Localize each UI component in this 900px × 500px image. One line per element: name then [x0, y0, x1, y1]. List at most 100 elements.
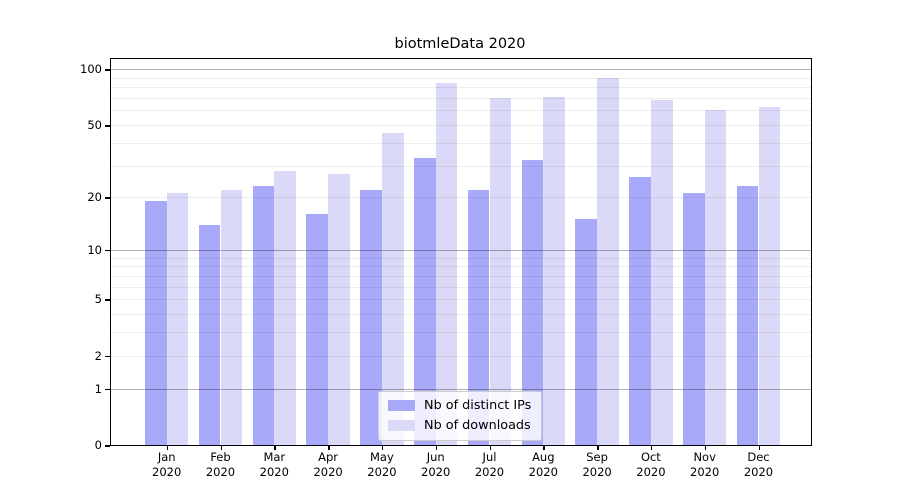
x-tick-mark	[274, 445, 276, 450]
plot-area	[110, 58, 812, 446]
x-tick-label: Jan 2020	[140, 450, 194, 480]
bar-downloads-aug	[543, 96, 565, 445]
x-tick-label-year: 2020	[152, 465, 182, 479]
bar-distinct-ips-feb	[198, 224, 221, 445]
bar-downloads-feb	[220, 189, 243, 445]
x-tick-label: Jun 2020	[409, 450, 463, 480]
x-tick-mark	[597, 445, 599, 450]
y-tick-label: 20	[87, 190, 102, 205]
bar-downloads-jan	[166, 193, 189, 445]
bar-downloads-nov	[704, 110, 727, 445]
x-tick-mark	[489, 445, 491, 450]
x-tick-label-year: 2020	[313, 465, 343, 479]
bar-distinct-ips-jan	[145, 201, 167, 445]
y-tick-mark	[105, 249, 110, 252]
bar-distinct-ips-sep	[575, 219, 598, 445]
bar-downloads-dec	[758, 106, 781, 445]
x-tick-label-year: 2020	[582, 465, 612, 479]
x-tick-mark	[650, 445, 653, 450]
x-tick-label-month: Nov	[693, 450, 716, 464]
bar-distinct-ips-nov	[683, 193, 705, 445]
x-tick-label: Jul 2020	[463, 450, 517, 480]
x-tick-label: Mar 2020	[247, 450, 301, 480]
bar-distinct-ips-jul	[467, 189, 490, 445]
bar-distinct-ips-aug	[521, 160, 544, 445]
x-tick-label: Apr 2020	[301, 450, 355, 480]
x-tick-label: Aug 2020	[516, 450, 570, 480]
x-tick-label-year: 2020	[421, 465, 451, 479]
legend-label-downloads: Nb of downloads	[424, 418, 531, 433]
x-tick-mark	[704, 445, 707, 450]
y-tick-label: 1	[94, 381, 102, 396]
x-tick-mark	[435, 445, 438, 450]
bar-distinct-ips-oct	[629, 176, 651, 445]
chart-title: biotmleData 2020	[394, 36, 526, 52]
y-tick-label: 100	[80, 62, 102, 77]
x-tick-mark	[220, 445, 222, 450]
y-tick-label: 5	[94, 292, 102, 307]
y-tick-label: 0	[94, 438, 102, 452]
x-tick-label-month: Sep	[586, 450, 608, 464]
y-tick-label: 10	[87, 242, 102, 257]
y-tick-mark	[105, 299, 110, 301]
bar-downloads-jul	[489, 98, 512, 445]
x-tick-label-year: 2020	[259, 465, 289, 479]
x-tick-mark	[543, 445, 545, 450]
x-tick-label-month: Apr	[318, 450, 339, 464]
x-tick-label-month: Feb	[210, 450, 231, 464]
bar-downloads-sep	[597, 77, 619, 445]
bar-downloads-oct	[650, 100, 673, 445]
y-tick-mark	[105, 445, 110, 447]
y-tick-mark	[105, 69, 110, 71]
bar-distinct-ips-apr	[306, 214, 329, 445]
bar-distinct-ips-mar	[252, 186, 275, 445]
bar-downloads-jun	[435, 83, 458, 445]
x-tick-label-month: Aug	[532, 450, 555, 464]
gridline-minor	[111, 87, 811, 89]
bar-distinct-ips-jun	[414, 158, 436, 445]
y-tick-mark	[105, 125, 110, 127]
x-tick-mark	[381, 445, 384, 450]
x-tick-label: Oct 2020	[624, 450, 678, 480]
x-tick-label: Sep 2020	[570, 450, 624, 480]
x-tick-label-month: Jan	[157, 450, 176, 464]
bar-downloads-apr	[328, 173, 350, 445]
legend-label-distinct-ips: Nb of distinct IPs	[424, 398, 532, 413]
gridline-minor	[111, 98, 811, 100]
y-tick-label: 2	[94, 348, 102, 363]
gridline-minor	[111, 77, 811, 79]
x-tick-mark	[166, 445, 169, 450]
x-tick-label-year: 2020	[367, 465, 397, 479]
bar-distinct-ips-may	[360, 189, 382, 445]
x-tick-label-year: 2020	[743, 465, 774, 479]
x-tick-label-year: 2020	[474, 465, 505, 479]
x-tick-label-month: Jul	[482, 450, 497, 464]
legend-swatch-distinct-ips	[388, 400, 415, 411]
x-tick-label: Feb 2020	[194, 450, 248, 480]
x-tick-label-year: 2020	[528, 465, 558, 479]
bar-downloads-mar	[274, 170, 296, 445]
x-tick-label-month: Mar	[263, 450, 286, 464]
x-tick-label: Dec 2020	[732, 450, 786, 480]
x-tick-label: May 2020	[355, 450, 409, 480]
legend: Nb of distinct IPs Nb of downloads	[378, 391, 543, 441]
x-tick-label: Nov 2020	[678, 450, 732, 480]
x-tick-label-year: 2020	[690, 465, 720, 479]
gridline-major	[111, 69, 811, 71]
x-tick-label-month: May	[370, 450, 394, 464]
legend-item-downloads: Nb of downloads	[388, 418, 531, 433]
x-tick-label-month: Oct	[640, 450, 661, 464]
y-tick-mark	[105, 388, 110, 391]
bar-distinct-ips-dec	[736, 186, 759, 445]
legend-swatch-downloads	[388, 420, 415, 431]
y-tick-mark	[105, 197, 110, 199]
y-tick-label: 50	[87, 118, 102, 132]
x-tick-label-year: 2020	[205, 465, 236, 479]
legend-item-distinct-ips: Nb of distinct IPs	[388, 398, 531, 413]
x-tick-mark	[328, 445, 330, 450]
x-tick-label-month: Jun	[426, 450, 445, 464]
y-tick-mark	[105, 355, 110, 358]
x-tick-mark	[758, 445, 760, 450]
x-tick-label-year: 2020	[636, 465, 666, 479]
